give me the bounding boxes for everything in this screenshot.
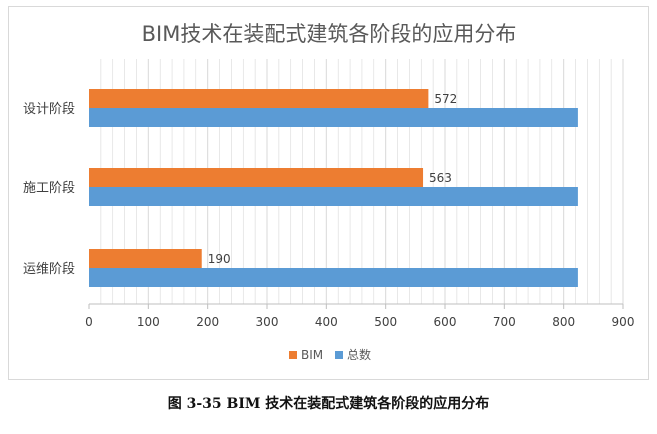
x-tick-label: 600	[434, 315, 457, 329]
legend-swatch-bim	[289, 351, 297, 359]
x-tick-label: 300	[256, 315, 279, 329]
figure-caption: 图 3-35 BIM 技术在装配式建筑各阶段的应用分布	[167, 396, 490, 412]
bar-total	[89, 108, 578, 127]
data-label-bim: 190	[208, 252, 231, 266]
bar-chart: BIM技术在装配式建筑各阶段的应用分布 0 100 200 300 400 500 600 7…	[23, 22, 635, 362]
legend-label-bim: BIM	[301, 348, 323, 362]
x-axis: 0 100 200 300 400 500 600 700 800 900	[85, 303, 635, 329]
x-tick-label: 100	[137, 315, 160, 329]
bar-total	[89, 187, 578, 206]
chart-title: BIM技术在装配式建筑各阶段的应用分布	[142, 22, 517, 46]
x-tick-label: 0	[85, 315, 93, 329]
x-tick-label: 400	[315, 315, 338, 329]
legend: BIM 总数	[289, 347, 371, 362]
category-labels: 572 设计阶段 563 施工阶段 190 运维阶段	[23, 92, 457, 277]
legend-label-total: 总数	[347, 347, 371, 362]
bar-bim	[89, 249, 202, 268]
x-tick-label: 800	[552, 315, 575, 329]
bar-total	[89, 268, 578, 287]
chart-frame: BIM技术在装配式建筑各阶段的应用分布 0 100 200 300 400 500 600 7…	[8, 6, 649, 380]
bar-bim	[89, 168, 424, 187]
category-label: 运维阶段	[23, 262, 75, 277]
data-label-bim: 563	[429, 171, 452, 185]
x-tick-label: 500	[374, 315, 397, 329]
x-tick-label: 200	[196, 315, 219, 329]
bar-bim	[89, 89, 429, 108]
x-tick-label: 900	[612, 315, 635, 329]
x-tick-label: 700	[493, 315, 516, 329]
category-label: 施工阶段	[23, 181, 75, 196]
legend-swatch-total	[335, 351, 343, 359]
data-label-bim: 572	[434, 92, 457, 106]
category-label: 设计阶段	[23, 102, 75, 117]
bars	[89, 89, 578, 287]
